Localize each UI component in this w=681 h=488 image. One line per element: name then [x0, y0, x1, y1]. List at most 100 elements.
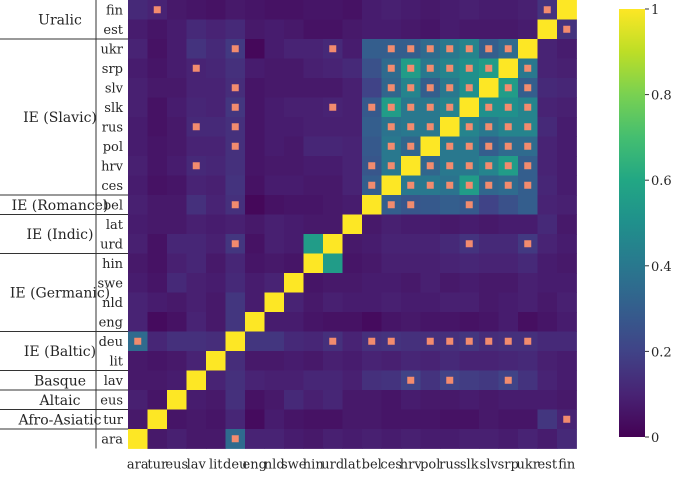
heatmap-cell-ara-hrv: [401, 429, 421, 449]
marker-rus-deu: [231, 123, 239, 131]
heatmap-cell-lat-pol: [420, 214, 441, 235]
marker-deu-srp: [504, 337, 512, 345]
heatmap-cell-srp-eng: [245, 58, 265, 79]
heatmap-cell-srp-lit: [206, 58, 226, 79]
marker-srp-slk: [465, 64, 473, 72]
group-label-8: Afro-Asiatic: [18, 412, 102, 428]
heatmap-cell-eus-hin: [303, 390, 324, 410]
heatmap-cell-est-deu: [225, 19, 246, 40]
heatmap-cell-tur-eus: [167, 409, 187, 430]
marker-ukr-slv: [485, 45, 493, 53]
marker-hrv-pol: [426, 162, 434, 170]
marker-rus-slv: [485, 123, 493, 131]
group-label-2: IE (Romance): [12, 198, 109, 214]
heatmap-cell-slv-hin: [303, 78, 324, 98]
heatmap-cell-swe-lat: [342, 273, 363, 293]
heatmap-cell-nld-ukr: [518, 292, 538, 313]
heatmap-cell-eng-rus: [440, 312, 460, 332]
heatmap-cell-lat-lit: [206, 214, 226, 235]
heatmap-cell-ces-lit: [206, 175, 226, 196]
heatmap-cell-lav-swe: [284, 370, 304, 391]
x-tick-label-bel: bel: [362, 458, 382, 473]
heatmap-cell-hin-bel: [362, 253, 382, 274]
marker-ukr-deu: [231, 45, 239, 53]
marker-bel-deu: [231, 201, 239, 209]
heatmap-cell-est-nld: [264, 19, 285, 40]
heatmap-cell-est-hin: [303, 19, 324, 40]
heatmap-cell-hin-ukr: [518, 253, 538, 274]
heatmap-cell-srp-hin: [303, 58, 324, 79]
marker-fin-est: [543, 6, 551, 14]
heatmap-cell-nld-slv: [479, 292, 499, 313]
heatmap-cell-pol-bel: [362, 136, 382, 157]
heatmap-cell-pol-swe: [284, 136, 304, 157]
marker-deu-ces: [387, 337, 395, 345]
heatmap-cell-urd-rus: [440, 234, 460, 254]
heatmap-cell-lit-deu: [225, 351, 246, 371]
heatmap-cell-eus-bel: [362, 390, 382, 410]
heatmap-cell-rus-est: [537, 117, 558, 137]
heatmap-cell-bel-fin: [557, 195, 577, 215]
heatmap-cell-fin-hrv: [401, 0, 421, 20]
heatmap-cell-slv-bel: [362, 78, 382, 98]
heatmap-cell-tur-est: [537, 409, 558, 430]
heatmap-cell-lat-hrv: [401, 214, 421, 235]
marker-deu-bel: [368, 337, 376, 345]
heatmap-cell-swe-est: [537, 273, 558, 293]
heatmap-cell-nld-lit: [206, 292, 226, 313]
heatmap-cell-pol-nld: [264, 136, 285, 157]
heatmap-cell-bel-srp: [498, 195, 519, 215]
heatmap-cell-urd-eus: [167, 234, 187, 254]
heatmap-cell-deu-hin: [303, 331, 324, 352]
heatmap-cell-fin-rus: [440, 0, 460, 20]
heatmap-cell-slv-lav: [186, 78, 207, 98]
heatmap-cell-nld-slk: [459, 292, 480, 313]
x-tick-label-tur: tur: [147, 458, 168, 473]
language-family-groups: Uralic IE (Slavic) IE (Romance) IE (Indic) I…: [0, 0, 128, 449]
heatmap-cell-lat-est: [537, 214, 558, 235]
heatmap-cell-lit-srp: [498, 351, 519, 371]
heatmap-cell-urd-urd: [323, 234, 343, 254]
heatmap-cell-bel-lat: [342, 195, 363, 215]
heatmap-cell-pol-urd: [323, 136, 343, 157]
x-tick-label-pol: pol: [420, 458, 440, 473]
heatmap-cell-pol-hin: [303, 136, 324, 157]
heatmap-cell-eng-nld: [264, 312, 285, 332]
heatmap-cell-srp-ara: [128, 58, 148, 79]
heatmap-cell-pol-lit: [206, 136, 226, 157]
marker-ukr-srp: [504, 45, 512, 53]
y-tick-label-srp: srp: [102, 62, 123, 77]
marker-srp-pol: [426, 64, 434, 72]
x-tick-label-ara: ara: [127, 458, 149, 473]
heatmap-cell-swe-rus: [440, 273, 460, 293]
y-tick-label-eng: eng: [99, 315, 123, 330]
heatmap-cell-pol-tur: [147, 136, 168, 157]
heatmap-cell-slv-eng: [245, 78, 265, 98]
marker-rus-slk: [465, 123, 473, 131]
heatmap-cell-hin-slv: [479, 253, 499, 274]
heatmap-cell-nld-fin: [557, 292, 577, 313]
heatmap-cell-srp-urd: [323, 58, 343, 79]
heatmap-cell-ara-rus: [440, 429, 460, 449]
marker-pol-slk: [465, 142, 473, 150]
marker-deu-slv: [485, 337, 493, 345]
y-tick-label-ukr: ukr: [101, 42, 124, 57]
heatmap-cell-slv-slv: [479, 78, 499, 98]
heatmap-cell-ara-hin: [303, 429, 324, 449]
heatmap-cell-ara-fin: [557, 429, 577, 449]
x-tick-label-urd: urd: [321, 458, 344, 473]
marker-ces-hrv: [407, 181, 415, 189]
heatmap-cell-swe-bel: [362, 273, 382, 293]
heatmap-cell-hin-fin: [557, 253, 577, 274]
heatmap-cell-lat-srp: [498, 214, 519, 235]
heatmap-cell-ces-nld: [264, 175, 285, 196]
heatmap-cell-ces-urd: [323, 175, 343, 196]
heatmap-cell-swe-swe: [284, 273, 304, 293]
heatmap-cell-nld-srp: [498, 292, 519, 313]
y-tick-label-pol: pol: [103, 140, 123, 155]
x-tick-label-deu: deu: [223, 458, 247, 473]
marker-ces-slk: [465, 181, 473, 189]
marker-bel-hrv: [407, 201, 415, 209]
heatmap-cell-eus-pol: [420, 390, 441, 410]
heatmap-cell-lit-ces: [381, 351, 402, 371]
